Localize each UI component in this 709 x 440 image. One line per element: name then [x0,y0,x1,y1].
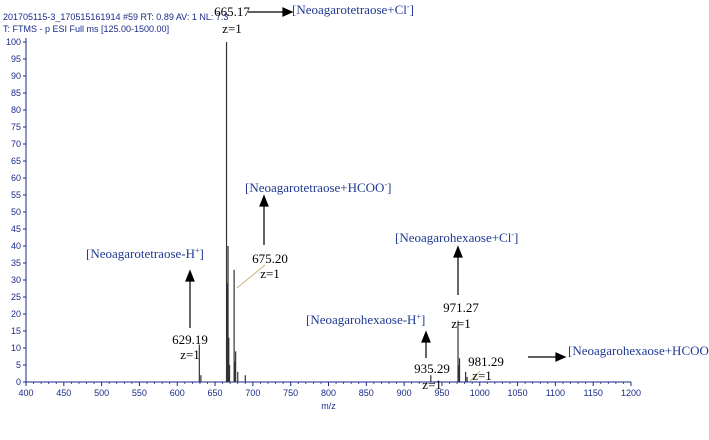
y-tick-label: 55 [11,190,21,200]
x-tick-label: 400 [18,388,33,398]
spectrum-header-line2: T: FTMS - p ESI Full ms [125.00-1500.00] [3,24,169,34]
x-tick-label: 1200 [621,388,641,398]
arrow-head-665 [282,7,294,17]
y-tick-label: 25 [11,292,21,302]
y-tick-label: 80 [11,105,21,115]
x-tick-label: 950 [434,388,449,398]
arrow-head-629 [185,269,195,282]
peak-series [198,42,468,382]
peak-label-665: 665.17 [214,4,250,19]
x-tick-label: 1000 [470,388,490,398]
y-tick-label: 50 [11,207,21,217]
y-tick-label: 45 [11,224,21,234]
annotation-tetraose-cl: [Neoagarotetraose+Cl-] [292,2,414,17]
peak-z-935: z=1 [422,377,442,392]
arrow-head-981 [555,352,567,362]
x-tick-label: 1100 [546,388,565,398]
arrow-head-971 [453,245,463,258]
x-tick-label: 450 [56,388,71,398]
peak-label-629: 629.19 [172,332,208,347]
annotation-hexaose-hcoo: [Neoagarohexaose+HCOO-] [568,343,709,358]
y-tick-label: 15 [11,326,21,336]
annotation-tetraose-hcoo: [Neoagarotetraose+HCOO-] [245,180,391,195]
x-tick-label: 750 [283,388,298,398]
y-tick-label: 75 [11,122,21,132]
x-tick-label: 600 [170,388,185,398]
arrow-head-675 [259,194,269,207]
peak-z-665: z=1 [222,21,242,36]
peak-label-971: 971.27 [443,300,479,315]
x-tick-label: 1050 [508,388,528,398]
y-tick-label: 20 [11,309,21,319]
annotation-hexaose-h: [Neoagarohexaose-H+] [306,312,425,327]
y-tick-label: 0 [16,377,21,387]
leader-line-675 [236,264,266,289]
y-tick-label: 30 [11,275,21,285]
arrows [185,7,567,362]
peak-label-935: 935.29 [414,361,450,376]
peak-z-675: z=1 [260,266,280,281]
annotation-hexaose-cl: [Neoagarohexaose+Cl-] [395,230,518,245]
peak-label-981: 981.29 [468,354,504,369]
axes: 0 5 10 15 20 25 30 35 40 45 50 55 60 65 70 75 80 85 90 95 10… [6,37,641,411]
arrow-head-935 [421,330,431,343]
x-tick-label: 700 [245,388,260,398]
x-tick-label: 800 [321,388,336,398]
x-axis-label: m/z [321,401,336,411]
x-tick-label: 850 [359,388,374,398]
y-tick-label: 10 [11,343,21,353]
y-tick-label: 60 [11,173,21,183]
y-tick-label: 100 [6,37,21,47]
x-tick-label: 900 [397,388,412,398]
y-tick-label: 65 [11,156,21,166]
peak-z-981: z=1 [472,368,492,383]
peak-label-675: 675.20 [252,251,288,266]
y-tick-label: 85 [11,88,21,98]
x-tick-label: 500 [94,388,109,398]
x-tick-label: 650 [208,388,223,398]
y-tick-label: 5 [16,360,21,370]
y-tick-label: 95 [11,54,21,64]
y-tick-label: 35 [11,258,21,268]
leader-line-981 [469,370,481,382]
x-tick-label: 550 [132,388,147,398]
annotation-tetraose-h: [Neoagarotetraose-H+] [86,246,204,261]
y-tick-label: 40 [11,241,21,251]
y-tick-label: 70 [11,139,21,149]
spectrum-header-line1: 201705115-3_170515161914 #59 RT: 0.89 AV… [3,12,228,22]
x-tick-label: 1150 [584,388,603,398]
y-tick-label: 90 [11,71,21,81]
peak-z-629: z=1 [180,347,200,362]
peak-z-971: z=1 [451,316,471,331]
